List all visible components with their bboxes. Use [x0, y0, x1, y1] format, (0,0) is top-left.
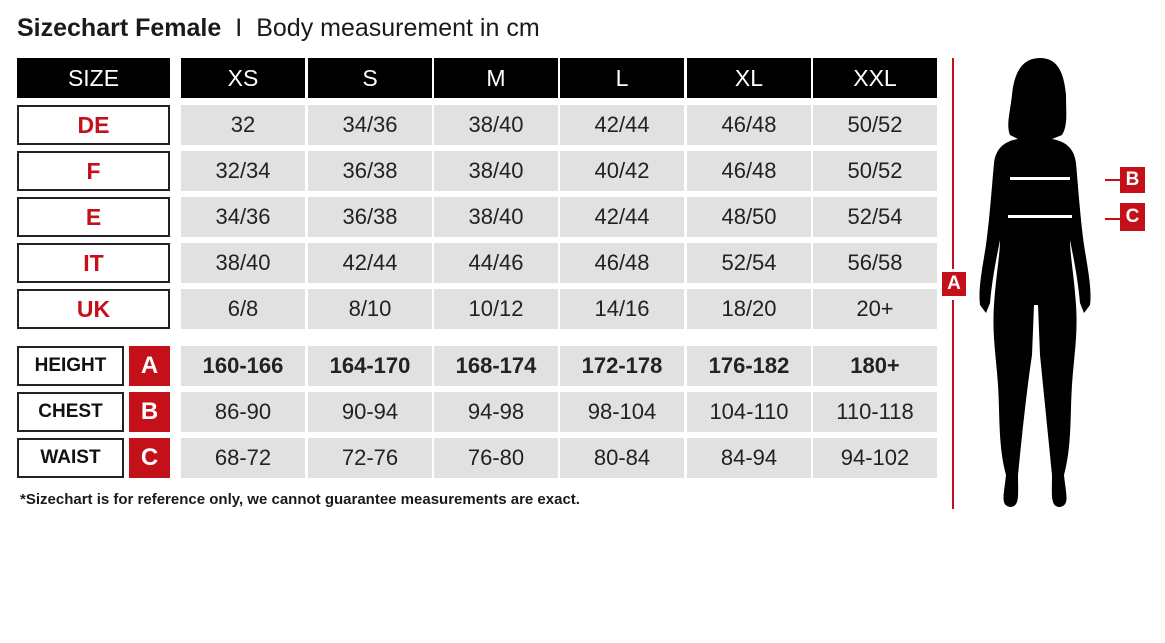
page-title: Sizechart Female I Body measurement in cm	[17, 14, 540, 43]
marker-b: B	[129, 392, 170, 432]
title-sub: Body measurement in cm	[256, 14, 540, 42]
height-line-top	[952, 58, 954, 269]
table-cell: 38/40	[434, 197, 558, 237]
table-cell: 104-110	[687, 392, 811, 432]
table-cell: 180+	[813, 346, 937, 386]
table-cell: 34/36	[308, 105, 432, 145]
waist-marker: C	[1120, 203, 1145, 231]
table-cell: 8/10	[308, 289, 432, 329]
waist-line	[1105, 218, 1121, 220]
table-cell: 42/44	[560, 105, 684, 145]
table-cell: 160-166	[181, 346, 305, 386]
table-cell: 72-76	[308, 438, 432, 478]
table-cell: 42/44	[560, 197, 684, 237]
title-separator: I	[235, 14, 243, 42]
table-cell: 86-90	[181, 392, 305, 432]
size-header-xs: XS	[181, 58, 305, 98]
table-cell: 50/52	[813, 105, 937, 145]
table-cell: 46/48	[687, 151, 811, 191]
row-label-it: IT	[17, 243, 170, 283]
height-marker: A	[942, 272, 966, 296]
table-cell: 36/38	[308, 151, 432, 191]
row-label-e: E	[17, 197, 170, 237]
table-cell: 50/52	[813, 151, 937, 191]
table-cell: 10/12	[434, 289, 558, 329]
size-header-l: L	[560, 58, 684, 98]
table-cell: 32	[181, 105, 305, 145]
table-cell: 164-170	[308, 346, 432, 386]
row-label-uk: UK	[17, 289, 170, 329]
table-cell: 172-178	[560, 346, 684, 386]
table-cell: 48/50	[687, 197, 811, 237]
table-cell: 52/54	[813, 197, 937, 237]
height-line-bottom	[952, 300, 954, 509]
table-cell: 34/36	[181, 197, 305, 237]
table-cell: 44/46	[434, 243, 558, 283]
table-cell: 98-104	[560, 392, 684, 432]
table-cell: 76-80	[434, 438, 558, 478]
chest-marker: B	[1120, 167, 1145, 193]
table-cell: 38/40	[434, 105, 558, 145]
size-header-m: M	[434, 58, 558, 98]
table-cell: 94-102	[813, 438, 937, 478]
table-cell: 68-72	[181, 438, 305, 478]
table-cell: 56/58	[813, 243, 937, 283]
table-cell: 90-94	[308, 392, 432, 432]
row-label-de: DE	[17, 105, 170, 145]
footnote: *Sizechart is for reference only, we can…	[20, 491, 580, 508]
table-cell: 46/48	[687, 105, 811, 145]
row-label-waist: WAIST	[17, 438, 124, 478]
size-header-s: S	[308, 58, 432, 98]
title-main: Sizechart Female	[17, 14, 222, 42]
size-header-xxl: XXL	[813, 58, 937, 98]
table-cell: 46/48	[560, 243, 684, 283]
table-cell: 110-118	[813, 392, 937, 432]
table-cell: 20+	[813, 289, 937, 329]
female-silhouette-icon	[979, 58, 1091, 507]
table-cell: 84-94	[687, 438, 811, 478]
size-header-label: SIZE	[17, 58, 170, 98]
row-label-height: HEIGHT	[17, 346, 124, 386]
table-cell: 36/38	[308, 197, 432, 237]
row-label-f: F	[17, 151, 170, 191]
table-cell: 40/42	[560, 151, 684, 191]
table-cell: 42/44	[308, 243, 432, 283]
table-cell: 38/40	[434, 151, 558, 191]
table-cell: 32/34	[181, 151, 305, 191]
row-label-chest: CHEST	[17, 392, 124, 432]
marker-c: C	[129, 438, 170, 478]
table-cell: 18/20	[687, 289, 811, 329]
marker-a: A	[129, 346, 170, 386]
table-cell: 38/40	[181, 243, 305, 283]
table-cell: 14/16	[560, 289, 684, 329]
table-cell: 6/8	[181, 289, 305, 329]
table-cell: 94-98	[434, 392, 558, 432]
table-cell: 52/54	[687, 243, 811, 283]
size-header-xl: XL	[687, 58, 811, 98]
chest-line	[1105, 179, 1121, 181]
table-cell: 168-174	[434, 346, 558, 386]
table-cell: 176-182	[687, 346, 811, 386]
table-cell: 80-84	[560, 438, 684, 478]
